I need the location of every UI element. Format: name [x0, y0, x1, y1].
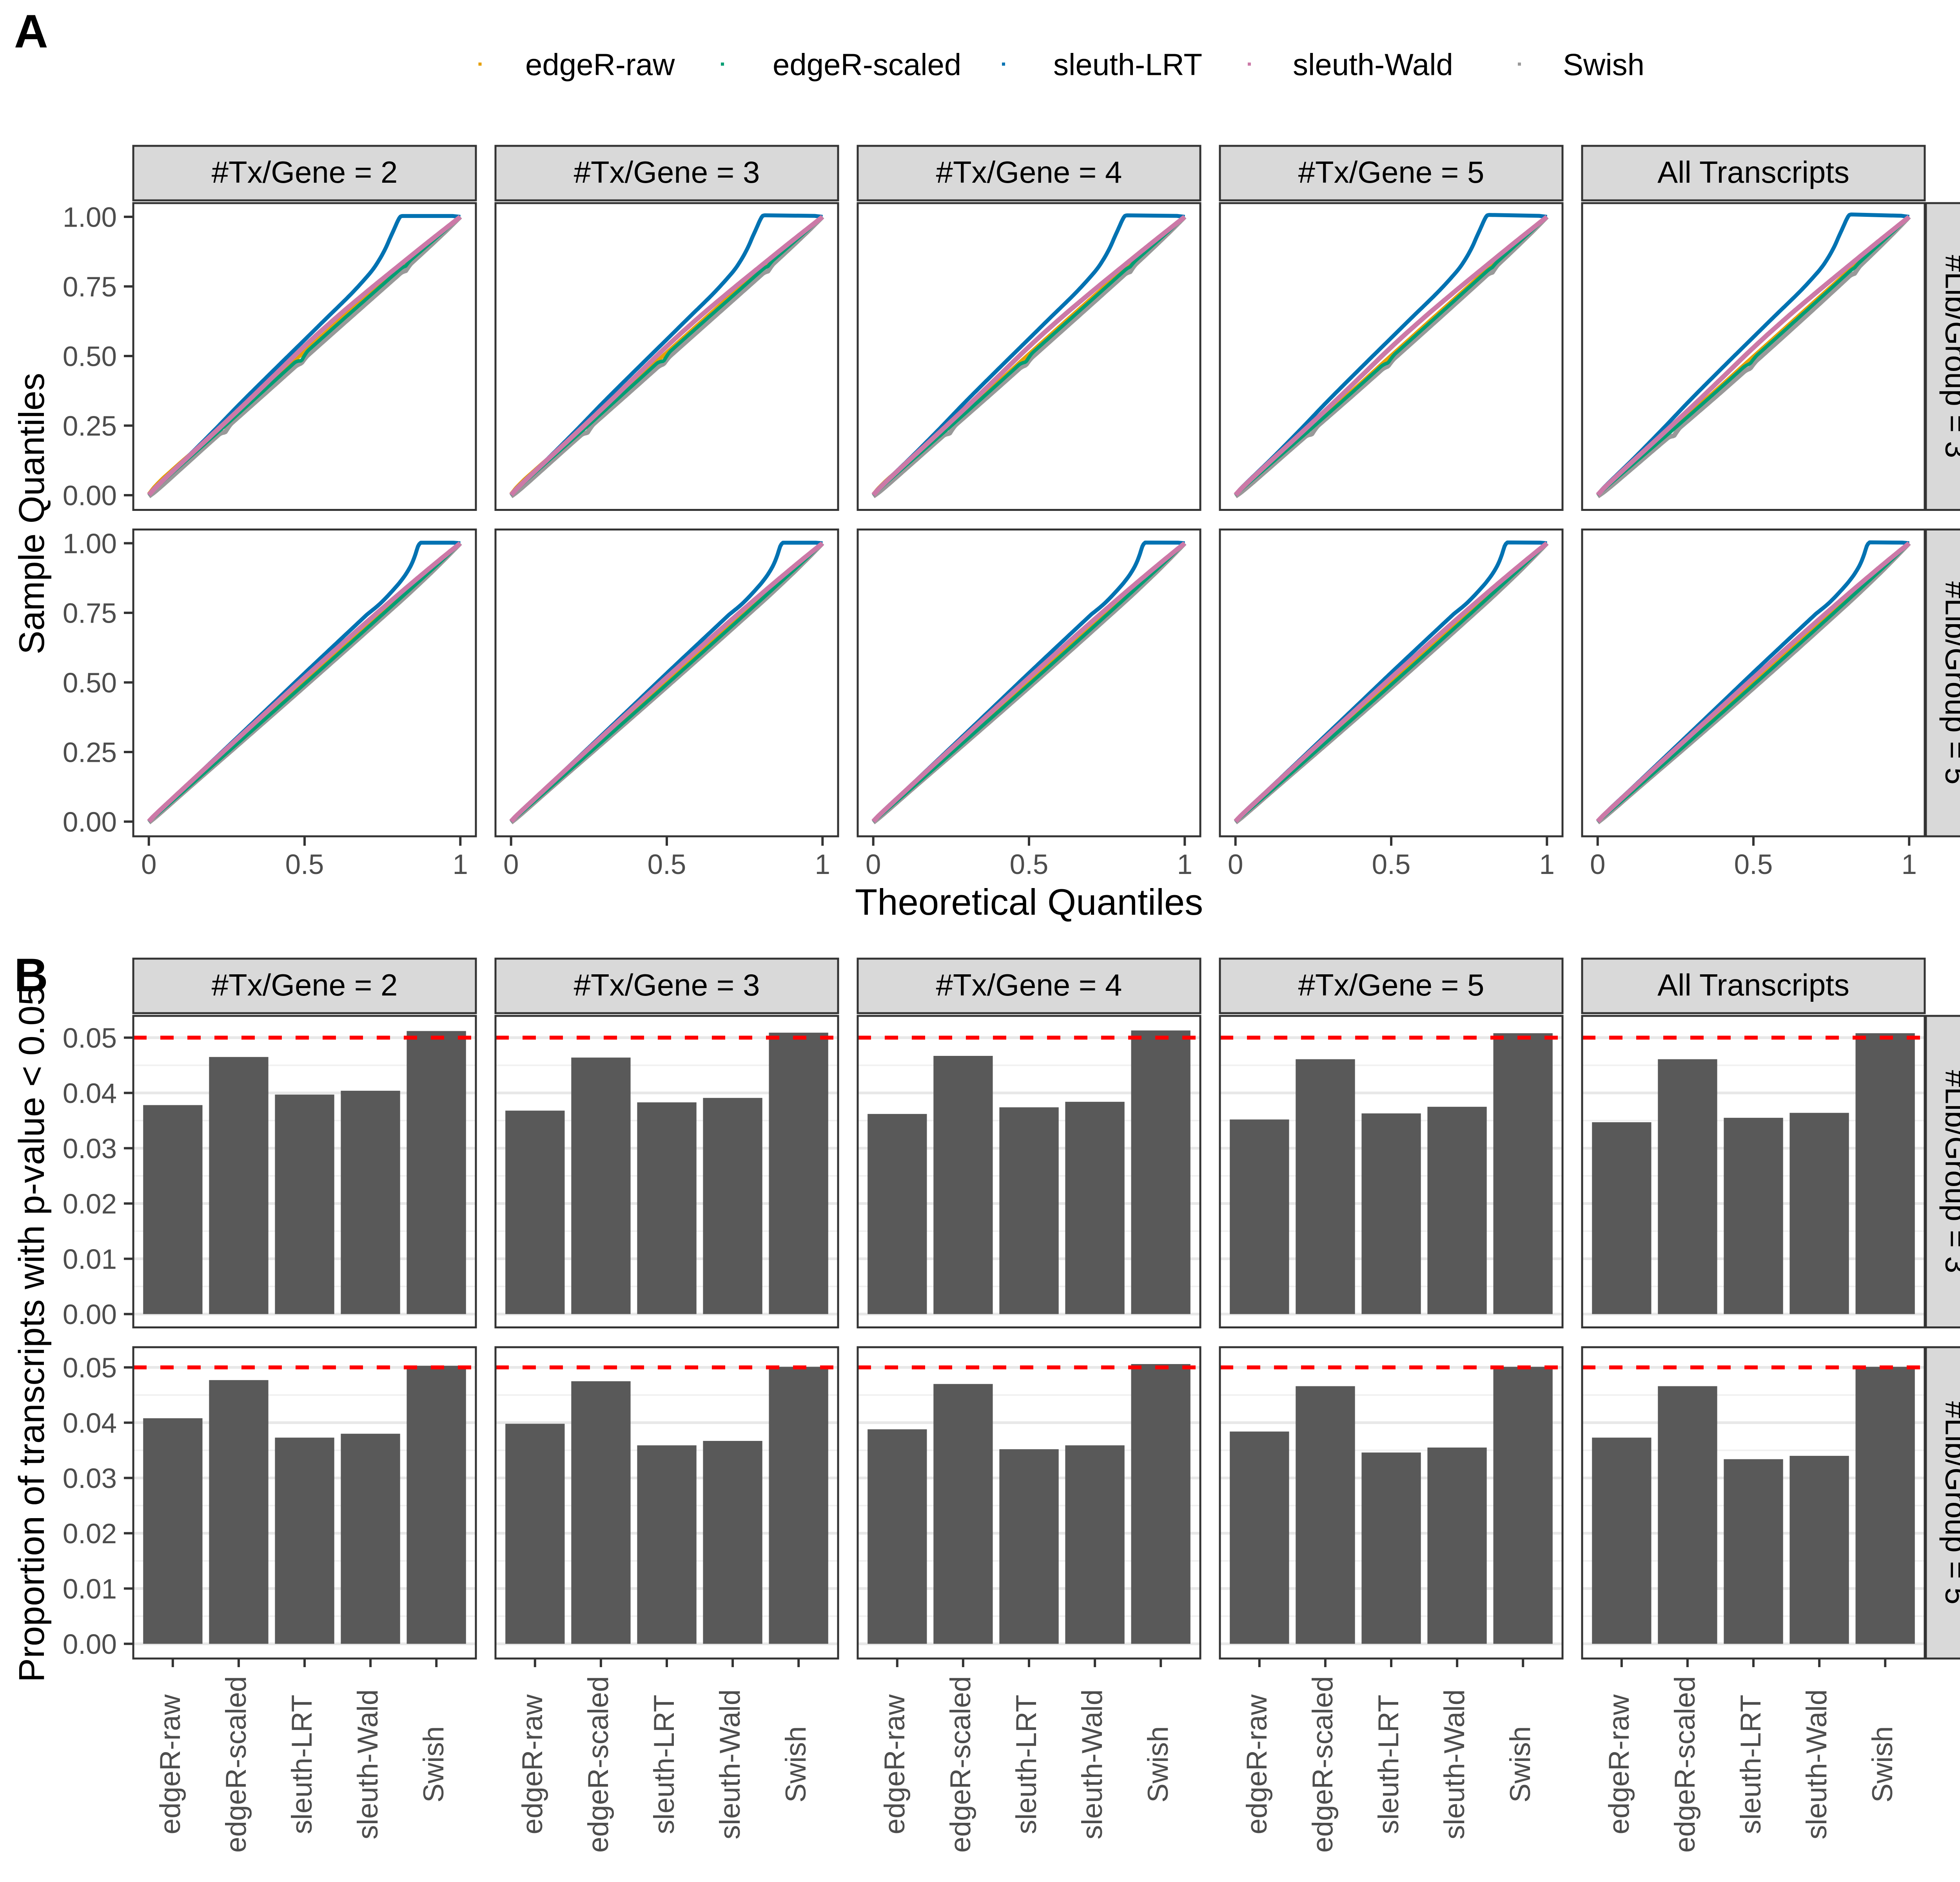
svg-text:sleuth-LRT: sleuth-LRT — [1053, 47, 1202, 82]
svg-text:0: 0 — [1590, 849, 1606, 880]
svg-text:edgeR-raw: edgeR-raw — [1241, 1694, 1273, 1834]
svg-text:Swish: Swish — [780, 1726, 812, 1803]
svg-text:sleuth-Wald: sleuth-Wald — [714, 1689, 746, 1840]
svg-text:1: 1 — [1177, 849, 1193, 880]
svg-text:0.5: 0.5 — [1010, 849, 1049, 880]
svg-text:0.00: 0.00 — [63, 807, 117, 838]
svg-text:0.04: 0.04 — [63, 1408, 117, 1439]
svg-text:#Tx/Gene = 5: #Tx/Gene = 5 — [1298, 968, 1485, 1002]
svg-text:0.50: 0.50 — [63, 342, 117, 372]
svg-text:#Tx/Gene = 3: #Tx/Gene = 3 — [574, 968, 760, 1002]
svg-text:0.05: 0.05 — [63, 1353, 117, 1384]
svg-text:edgeR-raw: edgeR-raw — [1603, 1694, 1635, 1834]
svg-text:#Tx/Gene = 4: #Tx/Gene = 4 — [936, 155, 1122, 189]
svg-text:0.75: 0.75 — [63, 272, 117, 303]
svg-text:All Transcripts: All Transcripts — [1657, 968, 1849, 1002]
svg-text:edgeR-raw: edgeR-raw — [525, 47, 675, 82]
svg-text:edgeR-raw: edgeR-raw — [879, 1694, 911, 1834]
svg-text:1: 1 — [815, 849, 831, 880]
svg-text:edgeR-scaled: edgeR-scaled — [220, 1676, 252, 1853]
svg-text:sleuth-LRT: sleuth-LRT — [1373, 1695, 1405, 1834]
svg-text:0.5: 0.5 — [1734, 849, 1773, 880]
svg-text:0.02: 0.02 — [63, 1519, 117, 1550]
svg-text:0.04: 0.04 — [63, 1078, 117, 1109]
svg-text:edgeR-raw: edgeR-raw — [154, 1694, 186, 1834]
svg-text:0.01: 0.01 — [63, 1244, 117, 1275]
svg-text:#Lib/Group = 5: #Lib/Group = 5 — [1939, 1401, 1960, 1604]
svg-text:#Tx/Gene = 2: #Tx/Gene = 2 — [212, 155, 398, 189]
svg-text:#Tx/Gene = 4: #Tx/Gene = 4 — [936, 968, 1122, 1002]
svg-text:0.5: 0.5 — [648, 849, 686, 880]
svg-text:A: A — [14, 5, 48, 58]
svg-text:sleuth-Wald: sleuth-Wald — [1439, 1689, 1470, 1840]
svg-text:0.75: 0.75 — [63, 598, 117, 629]
svg-text:#Lib/Group = 3: #Lib/Group = 3 — [1939, 1070, 1960, 1273]
svg-text:0: 0 — [1228, 849, 1243, 880]
svg-text:Swish: Swish — [1867, 1726, 1898, 1803]
svg-text:sleuth-Wald: sleuth-Wald — [1293, 47, 1453, 82]
svg-text:edgeR-scaled: edgeR-scaled — [1307, 1676, 1339, 1853]
svg-text:sleuth-LRT: sleuth-LRT — [1011, 1695, 1042, 1834]
svg-text:0.00: 0.00 — [63, 481, 117, 512]
svg-text:0.01: 0.01 — [63, 1574, 117, 1605]
svg-text:0.00: 0.00 — [63, 1629, 117, 1660]
svg-text:1.00: 1.00 — [63, 202, 117, 233]
svg-text:sleuth-LRT: sleuth-LRT — [1735, 1695, 1767, 1834]
svg-text:edgeR-scaled: edgeR-scaled — [1669, 1676, 1701, 1853]
svg-text:sleuth-Wald: sleuth-Wald — [1076, 1689, 1108, 1840]
svg-text:0.05: 0.05 — [63, 1023, 117, 1054]
svg-text:0.03: 0.03 — [63, 1463, 117, 1494]
svg-text:sleuth-LRT: sleuth-LRT — [286, 1695, 318, 1834]
svg-text:0.00: 0.00 — [63, 1299, 117, 1330]
svg-text:1.00: 1.00 — [63, 529, 117, 560]
svg-text:0.25: 0.25 — [63, 411, 117, 442]
svg-text:0.02: 0.02 — [63, 1189, 117, 1220]
svg-text:0.50: 0.50 — [63, 668, 117, 699]
svg-text:#Lib/Group = 5: #Lib/Group = 5 — [1939, 581, 1960, 785]
svg-text:1: 1 — [453, 849, 468, 880]
svg-text:#Lib/Group = 3: #Lib/Group = 3 — [1939, 255, 1960, 458]
svg-text:0.25: 0.25 — [63, 738, 117, 768]
svg-text:#Tx/Gene = 2: #Tx/Gene = 2 — [212, 968, 398, 1002]
svg-text:Swish: Swish — [1563, 47, 1644, 82]
svg-text:0: 0 — [141, 849, 157, 880]
svg-text:sleuth-LRT: sleuth-LRT — [648, 1695, 680, 1834]
svg-text:Swish: Swish — [1504, 1726, 1536, 1803]
svg-text:Sample Quantiles: Sample Quantiles — [12, 373, 52, 654]
svg-text:0.5: 0.5 — [1372, 849, 1411, 880]
svg-text:1: 1 — [1902, 849, 1917, 880]
svg-text:Theoretical Quantiles: Theoretical Quantiles — [855, 881, 1203, 923]
svg-text:All Transcripts: All Transcripts — [1657, 155, 1849, 189]
svg-text:1: 1 — [1539, 849, 1555, 880]
svg-text:0.5: 0.5 — [285, 849, 324, 880]
svg-text:0.03: 0.03 — [63, 1134, 117, 1164]
svg-text:edgeR-scaled: edgeR-scaled — [583, 1676, 614, 1853]
svg-text:0: 0 — [503, 849, 519, 880]
svg-text:edgeR-scaled: edgeR-scaled — [773, 47, 961, 82]
svg-text:sleuth-Wald: sleuth-Wald — [352, 1689, 384, 1840]
svg-text:#Tx/Gene = 5: #Tx/Gene = 5 — [1298, 155, 1485, 189]
svg-text:Swish: Swish — [1142, 1726, 1174, 1803]
svg-text:Swish: Swish — [418, 1726, 450, 1803]
svg-text:edgeR-raw: edgeR-raw — [517, 1694, 548, 1834]
svg-text:sleuth-Wald: sleuth-Wald — [1801, 1689, 1833, 1840]
svg-text:edgeR-scaled: edgeR-scaled — [945, 1676, 976, 1853]
svg-text:0: 0 — [866, 849, 881, 880]
svg-text:#Tx/Gene = 3: #Tx/Gene = 3 — [574, 155, 760, 189]
svg-text:Proportion of transcripts with: Proportion of transcripts with p-value <… — [12, 985, 52, 1682]
svg-text:B: B — [14, 949, 48, 1001]
